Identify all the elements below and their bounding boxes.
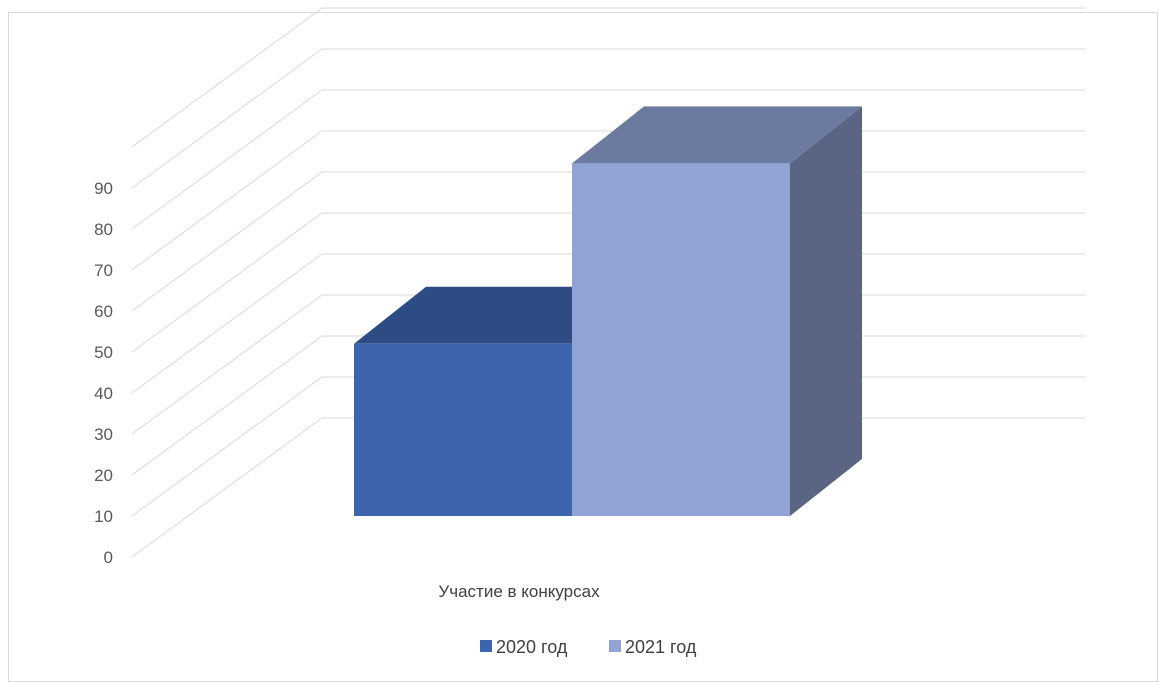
bars [354, 106, 862, 517]
y-tick-label: 40 [94, 384, 113, 403]
y-tick-label: 30 [94, 425, 113, 444]
gridline-depth [131, 335, 323, 476]
y-tick-label: 90 [94, 179, 113, 198]
y-tick-label: 70 [94, 261, 113, 280]
legend-swatch [480, 640, 492, 652]
gridline-depth [131, 253, 323, 394]
bar-front-face [354, 343, 572, 516]
y-tick-label: 10 [94, 507, 113, 526]
gridline-depth [131, 89, 323, 230]
legend-label: 2021 год [625, 637, 697, 657]
gridline-depth [131, 48, 323, 189]
gridline-depth [131, 171, 323, 312]
bar-top-face [572, 106, 862, 164]
y-tick-label: 20 [94, 466, 113, 485]
bar-2 [572, 106, 862, 517]
y-tick-label: 50 [94, 343, 113, 362]
gridline-depth [131, 417, 323, 558]
gridline-depth [131, 376, 323, 517]
y-axis-ticks: 0 10 20 30 40 50 60 70 80 90 [94, 179, 113, 567]
legend-label: 2020 год [496, 637, 568, 657]
gridline-depth [131, 294, 323, 435]
legend-item: 2020 год [480, 637, 568, 657]
bar-front-face [572, 163, 790, 516]
bar-side-face [790, 106, 862, 517]
y-tick-label: 0 [104, 548, 113, 567]
legend-item: 2021 год [609, 637, 697, 657]
gridline-depth [131, 7, 323, 148]
category-label: Участие в конкурсах [438, 582, 600, 601]
legend-swatch [609, 640, 621, 652]
y-tick-label: 80 [94, 220, 113, 239]
gridline-depth [131, 212, 323, 353]
bar-top-face [354, 286, 644, 344]
legend: 2020 год 2021 год [480, 637, 697, 657]
y-tick-label: 60 [94, 302, 113, 321]
gridline-depth [131, 130, 323, 271]
